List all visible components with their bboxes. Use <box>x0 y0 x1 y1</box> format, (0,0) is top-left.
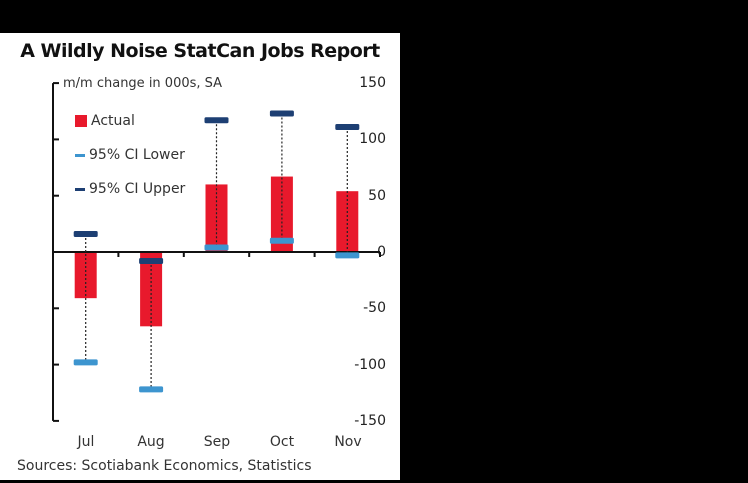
legend-swatch-ci-upper <box>75 187 85 191</box>
ci-lower-marker <box>73 359 98 366</box>
y-tick-label: -100 <box>354 357 386 373</box>
legend-swatch-actual <box>75 115 87 127</box>
chart-panel <box>0 33 400 480</box>
x-tick-label: Oct <box>269 434 295 450</box>
x-tick-label: Sep <box>203 434 231 450</box>
chart-title: A Wildly Noise StatCan Jobs Report <box>20 40 380 62</box>
ci-lower-marker <box>335 252 360 259</box>
ci-upper-marker <box>73 230 98 237</box>
y-tick-label: 150 <box>359 75 386 91</box>
source-note: Sources: Scotiabank Economics, Statistic… <box>17 458 312 474</box>
legend-item-ci-lower: 95% CI Lower <box>75 147 185 163</box>
y-tick-label: 50 <box>368 188 386 204</box>
legend-item-ci-upper: 95% CI Upper <box>75 181 185 197</box>
legend-label: Actual <box>91 113 135 129</box>
bar-actual <box>336 191 359 252</box>
legend-label: 95% CI Lower <box>89 147 185 163</box>
ci-upper-marker <box>139 258 164 265</box>
legend-label: 95% CI Upper <box>89 181 186 197</box>
ci-lower-marker <box>139 386 164 393</box>
ci-upper-marker <box>204 117 229 124</box>
x-tick-label: Nov <box>334 434 362 450</box>
y-tick-label: 0 <box>377 244 386 260</box>
ci-upper-marker <box>335 124 360 131</box>
ci-lower-marker <box>204 244 229 251</box>
y-tick-label: -150 <box>354 413 386 429</box>
y-tick-label: -50 <box>363 300 386 316</box>
ci-upper-marker <box>269 110 294 117</box>
y-axis-unit-label: m/m change in 000s, SA <box>63 76 223 91</box>
legend-item-actual: Actual <box>75 113 135 129</box>
ci-lower-marker <box>269 237 294 244</box>
legend-swatch-ci-lower <box>75 153 85 157</box>
y-tick-label: 100 <box>359 131 386 147</box>
x-tick-label: Jul <box>77 434 95 450</box>
x-tick-label: Aug <box>137 434 165 450</box>
